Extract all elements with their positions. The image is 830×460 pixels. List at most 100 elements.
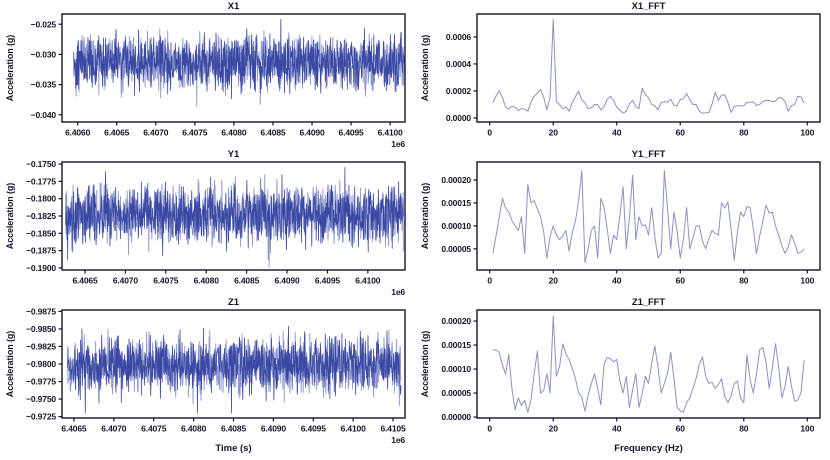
chart-title-y1-fft: Y1_FFT bbox=[631, 149, 666, 160]
svg-text:0.0004: 0.0004 bbox=[446, 59, 472, 69]
y-axis-label-z1-fft: Acceleration (g) bbox=[420, 330, 430, 398]
svg-text:−0.1900: −0.1900 bbox=[26, 263, 56, 273]
svg-text:0.00000: 0.00000 bbox=[441, 412, 471, 422]
svg-text:6.4105: 6.4105 bbox=[380, 424, 406, 434]
svg-text:80: 80 bbox=[739, 128, 749, 138]
svg-text:6.4090: 6.4090 bbox=[261, 424, 287, 434]
svg-text:6.4065: 6.4065 bbox=[72, 276, 98, 286]
y-axis-label-x1-fft: Acceleration (g) bbox=[420, 34, 430, 102]
panel-y1: 6.4065 6.4070 6.4075 6.4080 6.4085 6.4090 6.40… bbox=[0, 148, 415, 296]
svg-text:6.4085: 6.4085 bbox=[260, 128, 286, 138]
svg-text:−0.1850: −0.1850 bbox=[26, 228, 56, 238]
panel-z1: 6.4065 6.4070 6.4075 6.4080 6.4085 6.4090 6.40… bbox=[0, 296, 415, 460]
svg-text:−0.1775: −0.1775 bbox=[26, 176, 56, 186]
svg-text:1e6: 1e6 bbox=[391, 287, 405, 296]
svg-text:20: 20 bbox=[549, 128, 559, 138]
svg-text:6.4070: 6.4070 bbox=[101, 424, 127, 434]
svg-text:6.4095: 6.4095 bbox=[301, 424, 327, 434]
svg-text:0.0002: 0.0002 bbox=[446, 86, 472, 96]
chart-title-x1-fft: X1_FFT bbox=[631, 1, 666, 12]
svg-text:0.00015: 0.00015 bbox=[441, 340, 471, 350]
chart-title-y1: Y1 bbox=[227, 149, 240, 160]
svg-text:40: 40 bbox=[612, 128, 622, 138]
svg-text:6.4065: 6.4065 bbox=[104, 128, 130, 138]
y-axis-label-z1: Acceleration (g) bbox=[5, 330, 15, 398]
svg-text:0.00015: 0.00015 bbox=[441, 198, 471, 208]
chart-title-x1: X1 bbox=[227, 1, 240, 12]
svg-text:6.4100: 6.4100 bbox=[378, 128, 404, 138]
svg-text:0.00005: 0.00005 bbox=[441, 388, 471, 398]
svg-text:60: 60 bbox=[676, 276, 686, 286]
svg-text:6.4080: 6.4080 bbox=[194, 276, 220, 286]
svg-text:6.4090: 6.4090 bbox=[274, 276, 300, 286]
svg-text:−0.035: −0.035 bbox=[31, 80, 57, 90]
svg-text:0: 0 bbox=[487, 276, 492, 286]
svg-text:0.00020: 0.00020 bbox=[441, 175, 471, 185]
svg-text:0.00005: 0.00005 bbox=[441, 244, 471, 254]
svg-text:100: 100 bbox=[800, 424, 814, 434]
y-axis-label-y1: Acceleration (g) bbox=[5, 182, 15, 250]
svg-text:6.4070: 6.4070 bbox=[143, 128, 169, 138]
svg-text:0: 0 bbox=[487, 424, 492, 434]
svg-text:−0.9725: −0.9725 bbox=[26, 412, 56, 422]
plot-area-x1-fft: 0 20 40 60 80 100 0.0000 0.0002 0.0004 0.0006 bbox=[446, 13, 821, 138]
svg-text:6.4085: 6.4085 bbox=[234, 276, 260, 286]
svg-text:−0.1750: −0.1750 bbox=[26, 159, 56, 169]
svg-text:0.00010: 0.00010 bbox=[441, 364, 471, 374]
svg-text:6.4065: 6.4065 bbox=[61, 424, 87, 434]
plot-area-z1: 6.4065 6.4070 6.4075 6.4080 6.4085 6.4090 6.40… bbox=[26, 306, 406, 445]
y-axis-label-y1-fft: Acceleration (g) bbox=[420, 182, 430, 250]
panel-x1: 6.4060 6.4065 6.4070 6.4075 6.4080 6.4085 6.40… bbox=[0, 0, 415, 148]
y-axis-label-x1: Acceleration (g) bbox=[5, 34, 15, 102]
svg-text:40: 40 bbox=[612, 424, 622, 434]
svg-text:−0.1825: −0.1825 bbox=[26, 211, 56, 221]
svg-text:−0.9875: −0.9875 bbox=[26, 306, 56, 316]
svg-text:40: 40 bbox=[612, 276, 622, 286]
svg-text:−0.9825: −0.9825 bbox=[26, 341, 56, 351]
svg-text:60: 60 bbox=[676, 424, 686, 434]
svg-text:6.4100: 6.4100 bbox=[341, 424, 367, 434]
svg-text:−0.1800: −0.1800 bbox=[26, 194, 56, 204]
svg-text:6.4075: 6.4075 bbox=[182, 128, 208, 138]
svg-text:0.0006: 0.0006 bbox=[446, 32, 472, 42]
svg-text:1e6: 1e6 bbox=[391, 435, 405, 445]
x-axis-label-frequency: Frequency (Hz) bbox=[614, 443, 683, 454]
svg-text:−0.1875: −0.1875 bbox=[26, 246, 56, 256]
svg-text:6.4090: 6.4090 bbox=[299, 128, 325, 138]
plot-area-y1-fft: 0 20 40 60 80 100 0.00005 0.00010 0.00015 0.00020 bbox=[441, 161, 821, 286]
svg-text:80: 80 bbox=[739, 424, 749, 434]
svg-text:−0.9775: −0.9775 bbox=[26, 377, 56, 387]
plot-area-y1: 6.4065 6.4070 6.4075 6.4080 6.4085 6.4090 6.40… bbox=[26, 159, 406, 296]
x-axis-label-time: Time (s) bbox=[215, 443, 252, 454]
svg-text:0: 0 bbox=[487, 128, 492, 138]
chart-title-z1-fft: Z1_FFT bbox=[631, 297, 666, 308]
svg-text:6.4075: 6.4075 bbox=[153, 276, 179, 286]
svg-text:−0.9800: −0.9800 bbox=[26, 359, 56, 369]
panel-y1-fft: 0 20 40 60 80 100 0.00005 0.00010 0.00015 0.00020… bbox=[415, 148, 830, 296]
svg-text:−0.030: −0.030 bbox=[31, 49, 57, 59]
svg-text:0.0000: 0.0000 bbox=[446, 113, 472, 123]
panel-z1-fft: 0 20 40 60 80 100 0.00000 0.00005 0.00010 0.00015… bbox=[415, 296, 830, 460]
svg-text:80: 80 bbox=[739, 276, 749, 286]
svg-text:−0.025: −0.025 bbox=[31, 19, 57, 29]
svg-text:6.4070: 6.4070 bbox=[113, 276, 139, 286]
panel-x1-fft: 0 20 40 60 80 100 0.0000 0.0002 0.0004 0.0006 X1_… bbox=[415, 0, 830, 148]
svg-text:1e6: 1e6 bbox=[391, 139, 405, 148]
plot-area-x1: 6.4060 6.4065 6.4070 6.4075 6.4080 6.4085 6.40… bbox=[31, 13, 406, 148]
svg-text:6.4080: 6.4080 bbox=[181, 424, 207, 434]
svg-text:100: 100 bbox=[800, 276, 814, 286]
svg-text:20: 20 bbox=[549, 276, 559, 286]
svg-text:20: 20 bbox=[549, 424, 559, 434]
svg-text:6.4060: 6.4060 bbox=[65, 128, 91, 138]
svg-text:0.00020: 0.00020 bbox=[441, 316, 471, 326]
svg-text:6.4095: 6.4095 bbox=[339, 128, 365, 138]
svg-text:6.4095: 6.4095 bbox=[315, 276, 341, 286]
svg-text:60: 60 bbox=[676, 128, 686, 138]
svg-text:−0.9850: −0.9850 bbox=[26, 324, 56, 334]
svg-text:−0.040: −0.040 bbox=[31, 110, 57, 120]
svg-text:6.4085: 6.4085 bbox=[221, 424, 247, 434]
svg-text:0.00010: 0.00010 bbox=[441, 221, 471, 231]
chart-title-z1: Z1 bbox=[228, 297, 239, 308]
plot-area-z1-fft: 0 20 40 60 80 100 0.00000 0.00005 0.00010 0.00015… bbox=[441, 309, 821, 434]
